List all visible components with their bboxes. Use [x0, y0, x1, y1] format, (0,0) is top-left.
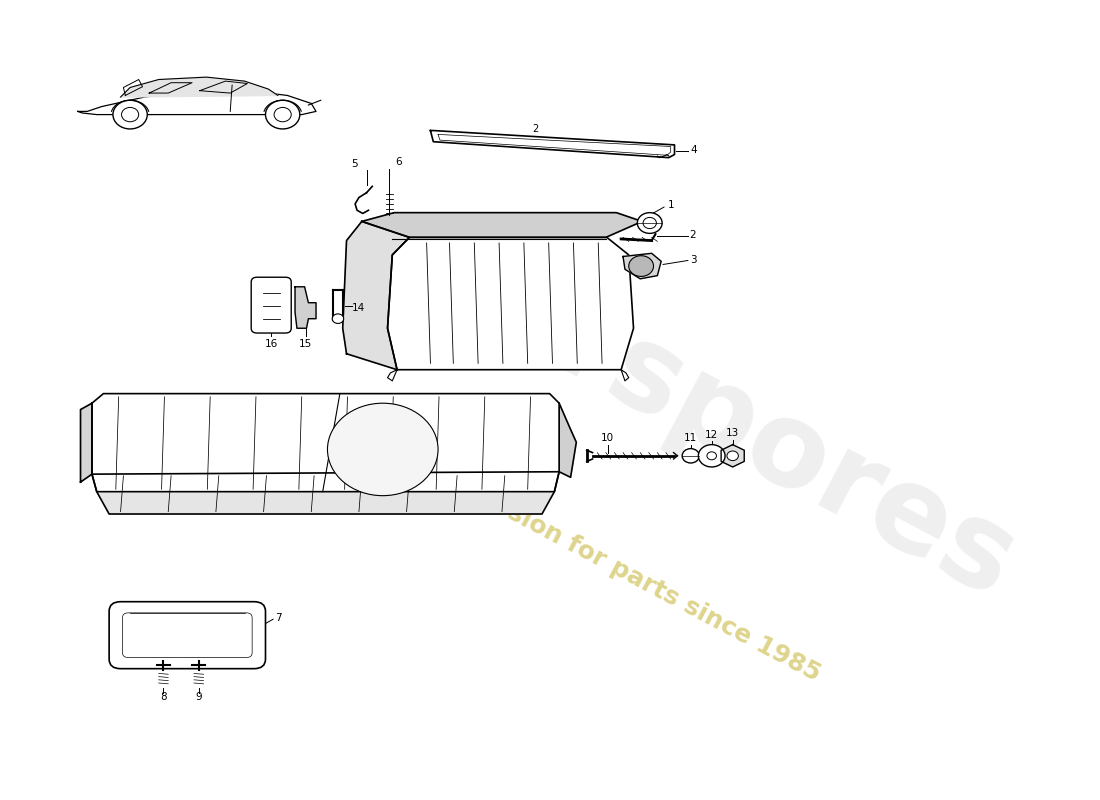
Circle shape [682, 449, 700, 463]
Polygon shape [722, 445, 745, 467]
Polygon shape [78, 90, 316, 114]
Polygon shape [121, 77, 278, 97]
Text: 4: 4 [691, 146, 697, 155]
Circle shape [698, 445, 725, 467]
Circle shape [121, 107, 139, 122]
Circle shape [274, 107, 292, 122]
Polygon shape [80, 403, 92, 482]
Polygon shape [92, 394, 559, 492]
Circle shape [113, 100, 147, 129]
Text: 14: 14 [351, 302, 364, 313]
FancyBboxPatch shape [122, 613, 252, 658]
Polygon shape [92, 472, 559, 514]
Text: 15: 15 [299, 339, 312, 349]
Text: 1: 1 [668, 201, 674, 210]
Text: 6: 6 [396, 158, 403, 167]
Circle shape [637, 213, 662, 234]
Polygon shape [430, 130, 674, 158]
Text: 11: 11 [684, 434, 697, 443]
Circle shape [265, 100, 300, 129]
Polygon shape [295, 286, 316, 328]
Circle shape [727, 451, 738, 461]
Text: 10: 10 [602, 434, 614, 443]
Text: 2: 2 [690, 230, 696, 240]
Polygon shape [559, 403, 576, 478]
Text: 5: 5 [351, 159, 358, 169]
Text: 9: 9 [196, 692, 202, 702]
Polygon shape [387, 238, 634, 370]
Text: 13: 13 [726, 429, 739, 438]
Text: 3: 3 [691, 254, 697, 265]
Polygon shape [343, 222, 409, 370]
Text: 2: 2 [532, 124, 538, 134]
Text: 7: 7 [275, 613, 283, 622]
FancyBboxPatch shape [251, 278, 292, 333]
Text: 16: 16 [265, 339, 278, 349]
Circle shape [629, 256, 653, 277]
Text: 8: 8 [161, 692, 167, 702]
Circle shape [644, 218, 657, 229]
Circle shape [707, 452, 716, 460]
Polygon shape [623, 254, 661, 279]
FancyBboxPatch shape [109, 602, 265, 669]
Circle shape [332, 314, 343, 323]
Text: eurspores: eurspores [394, 209, 1036, 623]
Text: 12: 12 [705, 430, 718, 440]
Polygon shape [362, 213, 642, 238]
Text: a passion for parts since 1985: a passion for parts since 1985 [437, 465, 824, 686]
Circle shape [328, 403, 438, 496]
